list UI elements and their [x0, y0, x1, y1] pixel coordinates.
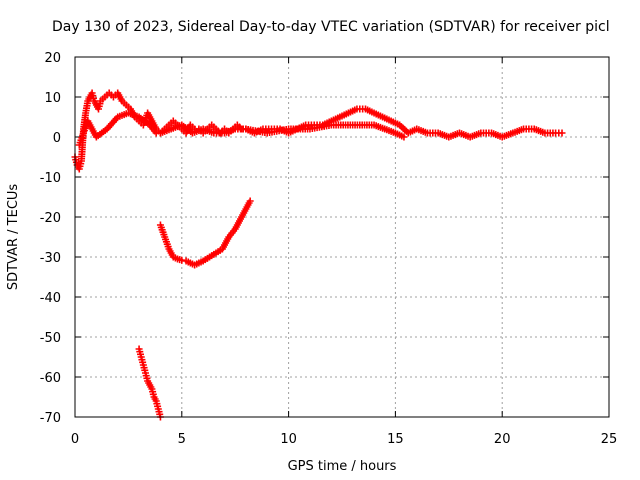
- x-tick-label: 25: [601, 432, 618, 447]
- x-tick-label: 15: [387, 432, 404, 447]
- data-point: [246, 197, 254, 205]
- x-axis-label: GPS time / hours: [288, 459, 397, 474]
- x-tick-label: 20: [494, 432, 511, 447]
- y-tick-label: -30: [40, 251, 61, 266]
- y-tick-label: -40: [40, 291, 61, 306]
- x-tick-label: 5: [178, 432, 186, 447]
- plot-frame: [74, 56, 610, 418]
- y-tick-label: -70: [40, 411, 61, 426]
- y-tick-label: -20: [40, 211, 61, 226]
- data-points: [71, 89, 566, 421]
- chart-title: Day 130 of 2023, Sidereal Day-to-day VTE…: [52, 19, 610, 35]
- data-point: [400, 133, 408, 141]
- grid: [75, 57, 609, 417]
- y-tick-label: 20: [44, 51, 61, 66]
- y-axis-label: SDTVAR / TECUs: [6, 184, 21, 291]
- x-tick-label: 0: [71, 432, 79, 447]
- y-tick-label: -60: [40, 371, 61, 386]
- data-point: [558, 129, 566, 137]
- y-tick-label: -10: [40, 171, 61, 186]
- y-tick-label: 10: [44, 91, 61, 106]
- axis-ticks: 0 5 10 15 20 25 20 10 0 -10 -20 -30 -40 -50 -60 -70: [40, 51, 618, 447]
- x-tick-label: 10: [280, 432, 297, 447]
- y-tick-label: 0: [53, 131, 61, 146]
- y-tick-label: -50: [40, 331, 61, 346]
